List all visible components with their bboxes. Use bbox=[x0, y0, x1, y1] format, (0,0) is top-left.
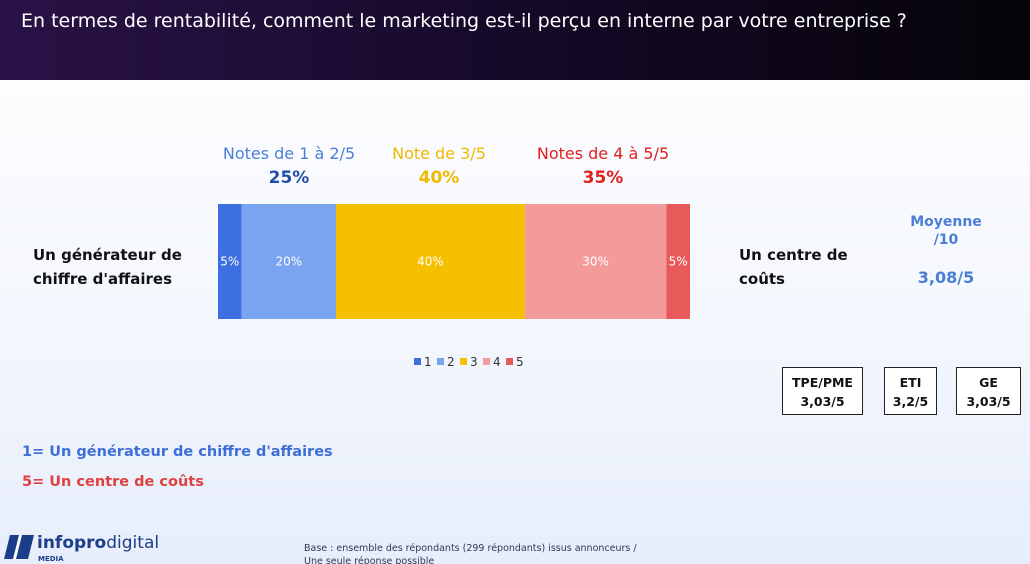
group-mid-pct: 40% bbox=[418, 168, 460, 188]
legend-swatch-1 bbox=[414, 358, 421, 365]
bar-segment-4 bbox=[524, 204, 667, 319]
legend-label-3: 3 bbox=[470, 355, 478, 369]
header-bar: En termes de rentabilité, comment le mar… bbox=[0, 0, 1030, 80]
legend-swatch-5 bbox=[506, 358, 513, 365]
group-high: Notes de 4 à 5/5 35% bbox=[508, 144, 698, 188]
definition-five: 5= Un centre de coûts bbox=[22, 474, 204, 490]
segment-value: 3,03/5 bbox=[800, 394, 845, 409]
left-axis-label-line2: chiffre d'affaires bbox=[33, 270, 173, 288]
bar-segment-3 bbox=[336, 204, 525, 319]
segment-box-tpe-pme: TPE/PME 3,03/5 bbox=[782, 367, 863, 415]
left-axis-label-line1: Un générateur de bbox=[33, 246, 182, 264]
right-axis-label: Un centre de coûts bbox=[739, 243, 848, 291]
group-high-pct: 35% bbox=[582, 168, 624, 188]
bar-data-label-1: 5% bbox=[220, 255, 239, 269]
definition-one: 1= Un générateur de chiffre d'affaires bbox=[22, 444, 333, 460]
moyenne-value: 3,08/5 bbox=[917, 268, 975, 287]
base-note-line2: Une seule réponse possible bbox=[304, 556, 435, 564]
group-mid-label: Note de 3/5 bbox=[392, 144, 486, 163]
moyenne-label-line1: Moyenne bbox=[910, 214, 982, 230]
segment-label: GE bbox=[979, 375, 998, 390]
logo-sub: MEDIA bbox=[38, 555, 64, 563]
bar-data-label-3: 40% bbox=[417, 255, 444, 269]
segment-label: TPE/PME bbox=[792, 375, 853, 390]
bar-segment-1 bbox=[218, 204, 242, 319]
legend-label-5: 5 bbox=[516, 355, 524, 369]
logo-text-part2: digital bbox=[106, 533, 160, 553]
group-mid: Note de 3/5 40% bbox=[344, 144, 534, 188]
bar-data-label-5: 5% bbox=[669, 255, 688, 269]
legend-label-1: 1 bbox=[424, 355, 432, 369]
segment-box-ge: GE 3,03/5 bbox=[956, 367, 1021, 415]
legend-swatch-2 bbox=[437, 358, 444, 365]
logo-text-part1: infopro bbox=[37, 533, 107, 553]
segment-value: 3,2/5 bbox=[892, 394, 929, 409]
group-high-label: Notes de 4 à 5/5 bbox=[536, 144, 670, 163]
group-low: Notes de 1 à 2/5 25% bbox=[194, 144, 384, 188]
base-note: Base : ensemble des répondants (299 répo… bbox=[304, 542, 637, 564]
legend-label-4: 4 bbox=[493, 355, 501, 369]
bar-data-label-4: 30% bbox=[582, 255, 609, 269]
right-axis-label-line2: coûts bbox=[739, 270, 785, 288]
bar-data-label-2: 20% bbox=[275, 255, 302, 269]
segment-value: 3,03/5 bbox=[966, 394, 1011, 409]
bar-segment-2 bbox=[241, 204, 336, 319]
left-axis-label: Un générateur de chiffre d'affaires bbox=[33, 243, 182, 291]
legend-swatch-3 bbox=[460, 358, 467, 365]
page-title: En termes de rentabilité, comment le mar… bbox=[21, 10, 907, 32]
base-note-line1: Base : ensemble des répondants (299 répo… bbox=[304, 543, 637, 554]
moyenne-label-line2: /10 bbox=[933, 232, 959, 248]
segment-label: ETI bbox=[899, 375, 922, 390]
moyenne-label: Moyenne /10 bbox=[900, 213, 992, 249]
bar-segment-5 bbox=[666, 204, 690, 319]
right-axis-label-line1: Un centre de bbox=[739, 246, 848, 264]
legend-swatch-4 bbox=[483, 358, 490, 365]
group-low-pct: 25% bbox=[268, 168, 310, 188]
segment-box-eti: ETI 3,2/5 bbox=[884, 367, 937, 415]
group-low-label: Notes de 1 à 2/5 bbox=[222, 144, 356, 163]
legend-label-2: 2 bbox=[447, 355, 455, 369]
